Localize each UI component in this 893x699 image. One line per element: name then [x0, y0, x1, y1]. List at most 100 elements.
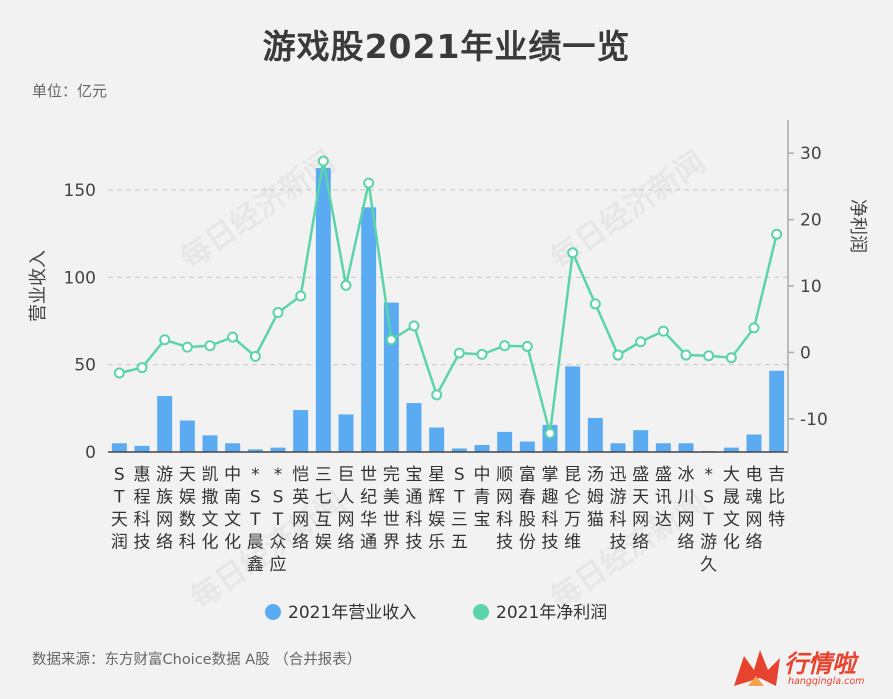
profit-point: [431, 389, 443, 401]
revenue-bar: [723, 447, 739, 452]
x-tick-label: 巨人网络: [338, 465, 355, 553]
revenue-bar: [565, 366, 581, 452]
revenue-bar: [361, 207, 377, 452]
chart-title: 游戏股2021年业绩一览: [262, 27, 631, 66]
profit-point: [612, 349, 624, 361]
x-tick-label: 富春股份: [519, 465, 536, 553]
profit-point: [499, 340, 511, 352]
legend-label-profit: 2021年净利润: [496, 603, 607, 623]
x-tick-label: 惠程科技: [134, 465, 151, 553]
revenue-bar: [338, 414, 354, 452]
revenue-bar: [406, 403, 422, 452]
profit-point: [589, 298, 601, 310]
x-tick-label: * S T 晨鑫: [247, 465, 264, 575]
revenue-bar: [610, 443, 626, 452]
legend: 2021年营业收入 2021年净利润: [265, 603, 607, 623]
profit-point: [295, 290, 307, 302]
x-tick-label: S T 三五: [451, 465, 468, 553]
x-tick-label: 宝通科技: [406, 465, 423, 553]
revenue-bar: [451, 448, 467, 452]
profit-line-path: [119, 160, 778, 434]
y-tick-label: 100: [64, 268, 96, 288]
unit-label: 单位：亿元: [32, 82, 108, 100]
profit-point: [408, 320, 420, 332]
logo-text: 行情啦: [784, 650, 856, 678]
x-tick-label: 掌趣科技: [542, 465, 559, 553]
revenue-bar: [429, 427, 445, 452]
profit-point: [136, 362, 148, 374]
y-tick-label: 150: [64, 181, 96, 201]
profit-point: [363, 177, 375, 189]
x-tick-label: * S T 游久: [700, 465, 717, 575]
axis-titles: 营业收入 净利润: [28, 199, 868, 322]
profit-point: [771, 228, 783, 240]
profit-point: [249, 350, 261, 362]
x-tick-label: 盛天网络: [632, 465, 649, 553]
profit-point: [159, 334, 171, 346]
profit-point: [748, 322, 760, 334]
profit-point: [476, 348, 488, 360]
profit-point: [567, 247, 579, 259]
profit-point: [544, 427, 556, 439]
revenue-bar: [247, 449, 263, 452]
brand-logo: 行情啦 hangqingla.com: [730, 642, 882, 694]
source-note: 数据来源：东方财富Choice数据 A股 （合并报表）: [32, 652, 362, 668]
profit-point: [272, 307, 284, 319]
y2-tick-label: 20: [800, 211, 822, 231]
x-tick-label: 凯撒文化: [202, 465, 219, 553]
revenue-bar: [497, 431, 513, 452]
profit-point: [204, 340, 216, 352]
revenue-bar: [746, 434, 762, 452]
profit-point: [317, 155, 329, 167]
logo-mark: [734, 650, 780, 686]
revenue-bar: [111, 443, 127, 452]
x-tick-label: 世纪华通: [360, 465, 377, 553]
profit-point: [521, 340, 533, 352]
profit-point: [113, 367, 125, 379]
x-tick-label: 吉比特: [768, 465, 785, 530]
gridlines: [108, 189, 788, 366]
revenue-bar: [270, 447, 286, 452]
x-tick-label: S T 天润: [111, 465, 128, 553]
profit-point: [453, 347, 465, 359]
y-tick-label: 0: [85, 443, 96, 463]
x-tick-label: 电魂网络: [746, 465, 763, 553]
revenue-bar: [179, 420, 195, 452]
y2-tick-label: 0: [800, 343, 811, 363]
x-tick-label: 昆仑万维: [564, 465, 581, 553]
revenue-bar: [293, 410, 309, 452]
revenue-bar: [315, 168, 331, 453]
revenue-bar: [474, 445, 490, 452]
y-axis-title: 营业收入: [28, 250, 49, 322]
revenue-bar: [202, 435, 218, 452]
profit-point: [703, 350, 715, 362]
profit-point: [340, 279, 352, 291]
revenue-bar: [769, 370, 785, 452]
x-tick-label: 大晟文化: [723, 465, 740, 553]
y2-axis-title: 净利润: [847, 199, 868, 253]
y2-tick-label: 10: [800, 277, 822, 297]
profit-point: [181, 341, 193, 353]
x-tick-label: 三七互娱: [315, 465, 332, 553]
profit-point: [227, 331, 239, 343]
revenue-bar: [157, 396, 173, 452]
x-tick-label: 顺网科技: [496, 465, 513, 553]
profit-point: [635, 336, 647, 348]
revenue-bar: [633, 430, 649, 452]
x-tick-label: 盛讯达: [655, 465, 672, 530]
x-tick-label: 恺英网络: [292, 465, 309, 553]
x-tick-label: * S T 众应: [270, 465, 287, 575]
x-tick-label: 天娱数科: [179, 465, 196, 553]
y2-tick-label: 30: [800, 144, 822, 164]
revenue-bar: [383, 302, 399, 452]
x-tick-label: 星辉娱乐: [428, 465, 445, 553]
revenue-bar: [587, 417, 603, 452]
x-tick-label: 游族网络: [156, 465, 173, 553]
y-tick-label: 50: [74, 356, 96, 376]
revenue-bar: [134, 445, 150, 452]
x-tick-label: 完美世界: [383, 465, 400, 553]
logo-domain: hangqingla.com: [788, 676, 865, 687]
axes: 0 50 100 150 -10 0 10 20 30: [64, 120, 828, 463]
